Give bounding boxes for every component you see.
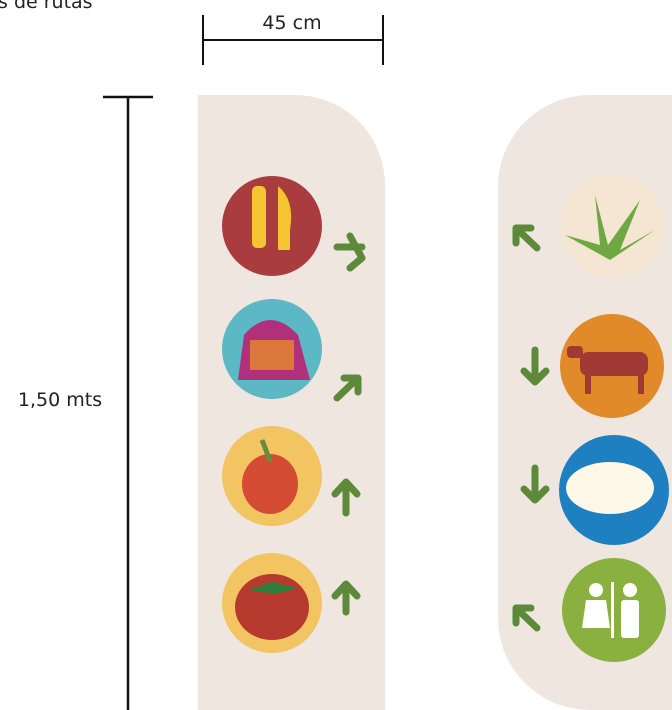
icon-aloe (560, 174, 664, 278)
width-label: 45 cm (262, 12, 321, 34)
diagram: s de rutas 45 cm 1,50 mts (0, 0, 672, 710)
icon-tomato (222, 553, 322, 653)
page: s de rutas 45 cm 1,50 mts (0, 0, 672, 710)
icon-bag (222, 299, 322, 399)
icon-restroom (562, 558, 666, 662)
icon-food (222, 176, 322, 276)
icon-cow (560, 314, 664, 418)
height-label: 1,50 mts (18, 389, 102, 411)
height-dimension (103, 97, 153, 710)
icon-cheese (559, 435, 669, 545)
icon-coffee (222, 426, 322, 526)
title: s de rutas (0, 0, 93, 13)
